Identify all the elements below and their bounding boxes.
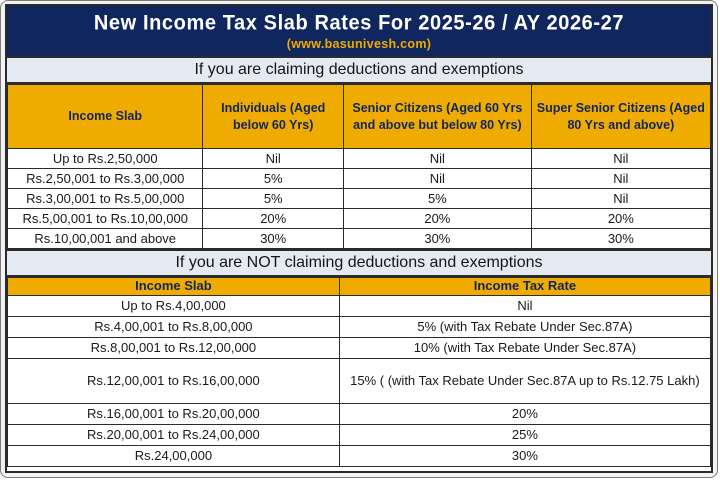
table-cell: Up to Rs.4,00,000 <box>7 295 340 317</box>
table-cell: 5% <box>202 168 345 189</box>
table-cell: Nil <box>343 148 532 169</box>
table-cell: 20% <box>202 208 345 229</box>
table-cell: Rs.24,00,000 <box>7 445 340 467</box>
table-cell: 30% <box>338 445 712 467</box>
table-row: Rs.12,00,001 to Rs.16,00,000 15% ( (with … <box>7 358 712 404</box>
table-cell: Rs.3,00,001 to Rs.5,00,000 <box>6 188 204 209</box>
table-cell: Nil <box>530 188 712 209</box>
table-cell: Rs.12,00,001 to Rs.16,00,000 <box>7 358 340 404</box>
table-cell: 30% <box>343 228 532 249</box>
table-cell: 5% <box>202 188 345 209</box>
page-title: New Income Tax Slab Rates For 2025-26 / … <box>93 10 625 35</box>
table-cell: Up to Rs.2,50,000 <box>6 148 204 169</box>
table-row: Rs.10,00,001 and above 30% 30% 30% <box>6 228 712 249</box>
table-cell: 20% <box>530 208 712 229</box>
section-band-claiming: If you are claiming deductions and exemp… <box>7 56 711 84</box>
table-cell: Rs.4,00,001 to Rs.8,00,000 <box>7 316 340 338</box>
table-body: Up to Rs.4,00,000 Nil Rs.4,00,001 to Rs.8,… <box>7 295 712 467</box>
table-row: Rs.4,00,001 to Rs.8,00,000 5% (with Tax R… <box>7 316 712 338</box>
table-cell: 5% <box>343 188 532 209</box>
table-row: Rs.16,00,001 to Rs.20,00,000 20% <box>7 403 712 425</box>
table-cell: Rs.5,00,001 to Rs.10,00,000 <box>6 208 204 229</box>
table-row: Rs.5,00,001 to Rs.10,00,000 20% 20% 20% <box>6 208 712 229</box>
table-cell: 5% (with Tax Rebate Under Sec.87A) <box>338 316 712 338</box>
table-cell: 25% <box>338 424 712 446</box>
table-cell: Nil <box>530 168 712 189</box>
table-cell: Rs.8,00,001 to Rs.12,00,000 <box>7 337 340 359</box>
tax-slab-card: New Income Tax Slab Rates For 2025-26 / … <box>5 4 713 473</box>
table-header-row: Income Slab Income Tax Rate <box>7 277 712 296</box>
table-row: Rs.20,00,001 to Rs.24,00,000 25% <box>7 424 712 446</box>
table-header-row: Income Slab Individuals (Aged below 60 Yr… <box>6 84 712 149</box>
column-header: Income Slab <box>7 277 340 296</box>
table-row: Rs.8,00,001 to Rs.12,00,000 10% (with Tax… <box>7 337 712 359</box>
table-cell: Nil <box>343 168 532 189</box>
table-cell: 15% ( (with Tax Rebate Under Sec.87A up … <box>338 358 712 404</box>
table-row: Up to Rs.2,50,000 Nil Nil Nil <box>6 148 712 169</box>
table-cell: Rs.10,00,001 and above <box>6 228 204 249</box>
table-cell: 20% <box>338 403 712 425</box>
column-header: Super Senior Citizens (Aged 80 Yrs and a… <box>530 84 712 149</box>
no-deductions-table: Income Slab Income Tax Rate Up to Rs.4,00… <box>7 277 712 467</box>
title-banner: New Income Tax Slab Rates For 2025-26 / … <box>7 6 711 56</box>
table-row: Rs.3,00,001 to Rs.5,00,000 5% 5% Nil <box>6 188 712 209</box>
table-cell: Nil <box>202 148 345 169</box>
table-row: Up to Rs.4,00,000 Nil <box>7 295 712 317</box>
website-url-text: (www.basunivesh.com) <box>286 36 432 51</box>
table-row: Rs.2,50,001 to Rs.3,00,000 5% Nil Nil <box>6 168 712 189</box>
table-row: Rs.24,00,000 30% <box>7 445 712 467</box>
table-cell: 20% <box>343 208 532 229</box>
column-header: Individuals (Aged below 60 Yrs) <box>202 84 345 149</box>
table-body: Up to Rs.2,50,000 Nil Nil Nil Rs.2,50,001 to… <box>6 148 712 249</box>
table-cell: Rs.20,00,001 to Rs.24,00,000 <box>7 424 340 446</box>
column-header: Senior Citizens (Aged 60 Yrs and above b… <box>343 84 532 149</box>
table-cell: Nil <box>530 148 712 169</box>
deductions-table: Income Slab Individuals (Aged below 60 Yr… <box>6 84 712 249</box>
table-cell: Rs.2,50,001 to Rs.3,00,000 <box>6 168 204 189</box>
table-cell: 10% (with Tax Rebate Under Sec.87A) <box>338 337 712 359</box>
table-cell: 30% <box>530 228 712 249</box>
column-header: Income Slab <box>6 84 204 149</box>
column-header: Income Tax Rate <box>338 277 712 296</box>
table-cell: 30% <box>202 228 345 249</box>
table-cell: Nil <box>338 295 712 317</box>
section-band-not-claiming: If you are NOT claiming deductions and e… <box>7 249 711 277</box>
table-cell: Rs.16,00,001 to Rs.20,00,000 <box>7 403 340 425</box>
